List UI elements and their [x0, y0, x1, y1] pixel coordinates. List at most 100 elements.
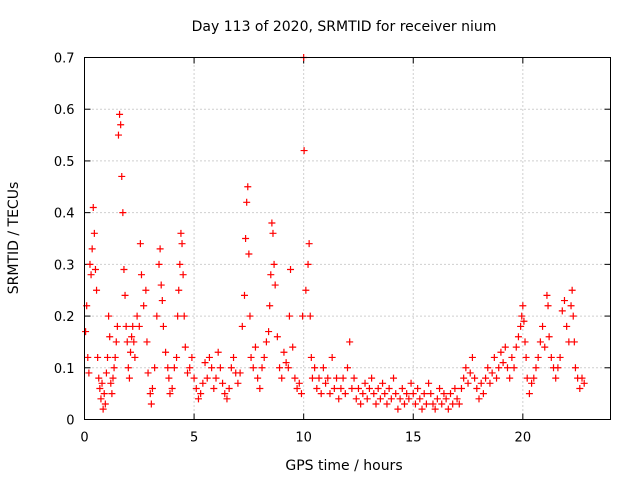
data-point	[385, 384, 393, 392]
data-point	[265, 328, 273, 336]
data-point	[486, 379, 494, 387]
data-point	[475, 395, 483, 403]
data-point	[568, 286, 576, 294]
data-point	[174, 312, 182, 320]
data-point	[178, 240, 186, 248]
data-point	[243, 198, 251, 206]
data-point	[271, 281, 279, 289]
data-point	[420, 390, 428, 398]
data-point	[313, 384, 321, 392]
data-point	[181, 343, 189, 351]
data-point	[372, 400, 380, 408]
data-point	[300, 147, 308, 155]
data-point	[534, 353, 542, 361]
data-point	[522, 353, 530, 361]
data-point	[455, 400, 463, 408]
data-point	[155, 260, 163, 268]
data-point	[570, 338, 578, 346]
data-point	[440, 390, 448, 398]
data-point	[383, 400, 391, 408]
data-point	[85, 369, 93, 377]
data-point	[409, 390, 417, 398]
data-point	[326, 390, 334, 398]
data-point	[93, 286, 101, 294]
data-point	[256, 384, 264, 392]
data-point	[113, 322, 121, 330]
data-point	[293, 384, 301, 392]
data-point	[501, 343, 509, 351]
data-point	[319, 364, 327, 372]
data-point	[379, 379, 387, 387]
data-point	[262, 338, 270, 346]
data-point	[400, 400, 408, 408]
data-point	[114, 131, 122, 139]
data-point	[451, 384, 459, 392]
data-point	[123, 338, 131, 346]
data-point	[227, 364, 235, 372]
data-point	[560, 297, 568, 305]
data-point	[175, 286, 183, 294]
data-point	[563, 322, 571, 330]
data-point	[490, 353, 498, 361]
data-point	[482, 374, 490, 382]
data-point	[512, 343, 520, 351]
data-point	[170, 364, 178, 372]
data-point	[462, 364, 470, 372]
data-point	[197, 390, 205, 398]
y-axis-title: SRMTID / TECUs	[6, 182, 22, 295]
data-point	[520, 317, 528, 325]
data-point	[442, 395, 450, 403]
data-point	[571, 364, 579, 372]
data-point	[414, 384, 422, 392]
data-point	[108, 390, 116, 398]
data-point	[131, 353, 139, 361]
data-point	[254, 374, 262, 382]
data-point	[368, 374, 376, 382]
data-point	[411, 400, 419, 408]
data-point	[159, 322, 167, 330]
data-point	[506, 374, 514, 382]
data-point	[322, 379, 330, 387]
data-point	[130, 338, 138, 346]
y-tick-label: 0.7	[54, 52, 75, 67]
data-point	[121, 291, 129, 299]
data-point	[473, 384, 481, 392]
data-point	[96, 384, 104, 392]
data-point	[403, 390, 411, 398]
data-point	[567, 302, 575, 310]
data-point	[98, 379, 106, 387]
data-point	[438, 400, 446, 408]
data-point	[280, 348, 288, 356]
data-point	[305, 240, 313, 248]
data-point	[335, 395, 343, 403]
data-point	[471, 374, 479, 382]
data-point	[84, 353, 92, 361]
data-point	[519, 302, 527, 310]
data-point	[104, 353, 112, 361]
data-point	[464, 379, 472, 387]
data-point	[530, 374, 538, 382]
data-point	[136, 240, 144, 248]
data-point	[297, 390, 305, 398]
data-point	[295, 379, 303, 387]
data-point	[87, 271, 95, 279]
data-point	[112, 338, 120, 346]
data-point	[82, 328, 90, 336]
data-point	[214, 348, 222, 356]
data-point	[543, 291, 551, 299]
data-point	[341, 390, 349, 398]
data-point	[285, 312, 293, 320]
data-point	[89, 203, 97, 211]
data-point	[205, 353, 213, 361]
data-point	[270, 260, 278, 268]
data-point	[110, 364, 118, 372]
data-point	[479, 390, 487, 398]
data-point	[236, 369, 244, 377]
data-point	[142, 286, 150, 294]
y-tick-label: 0	[66, 414, 74, 429]
data-point	[223, 395, 231, 403]
data-point	[374, 384, 382, 392]
data-point	[212, 374, 220, 382]
data-point	[221, 390, 229, 398]
